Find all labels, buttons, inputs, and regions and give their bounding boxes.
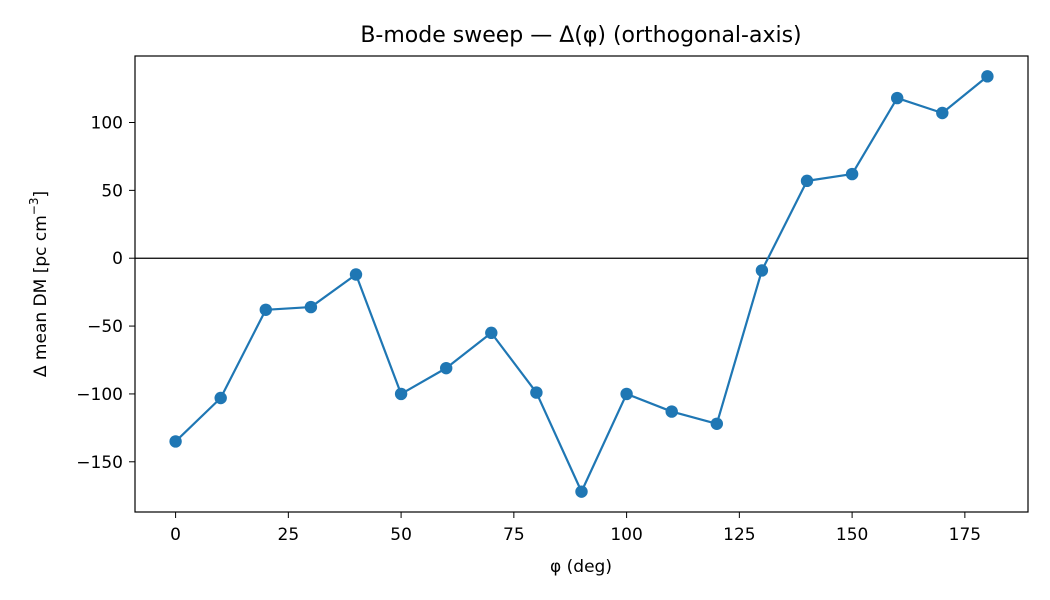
data-point (845, 167, 859, 181)
x-tick-label: 175 (949, 525, 981, 545)
y-tick-label: 50 (101, 181, 123, 201)
x-tick-label: 150 (836, 525, 868, 545)
data-point (936, 106, 949, 120)
data-point (349, 268, 363, 281)
data-point (485, 326, 498, 340)
x-tick-label: 75 (503, 525, 525, 545)
x-tick-label: 125 (723, 525, 755, 545)
y-axis-label-main: Δ mean DM [pc cm (31, 215, 51, 377)
y-tick-label: −50 (87, 317, 123, 337)
data-point (214, 391, 227, 405)
data-point (530, 386, 543, 399)
data-point (439, 361, 453, 375)
x-tick-label: 50 (390, 525, 412, 545)
data-point (394, 387, 408, 401)
data-point (755, 264, 769, 277)
y-tick-label: −150 (76, 453, 123, 473)
data-point (891, 91, 904, 105)
y-axis-label-close: ] (31, 191, 51, 198)
data-point (981, 70, 994, 83)
data-point (169, 435, 182, 448)
series-line (174, 75, 989, 493)
data-point (665, 405, 678, 418)
x-tick-label: 25 (278, 525, 300, 545)
data-point (304, 300, 318, 314)
plot-area-frame (134, 55, 1029, 513)
y-tick-label: 100 (91, 114, 123, 134)
x-tick-label: 100 (610, 525, 642, 545)
chart-title: B-mode sweep — Δ(φ) (orthogonal-axis) (360, 23, 801, 48)
data-point (259, 303, 272, 316)
data-point (575, 485, 588, 498)
data-point (710, 417, 724, 430)
x-tick-label: 0 (170, 525, 181, 545)
data-point (800, 174, 814, 188)
y-tick-label: −100 (76, 385, 123, 405)
y-axis-label: Δ mean DM [pc cm−3] (27, 191, 51, 377)
y-axis-label-exponent: −3 (27, 198, 41, 216)
y-tick-label: 0 (112, 249, 123, 269)
x-axis-label: φ (deg) (550, 557, 612, 577)
data-point (620, 387, 633, 401)
